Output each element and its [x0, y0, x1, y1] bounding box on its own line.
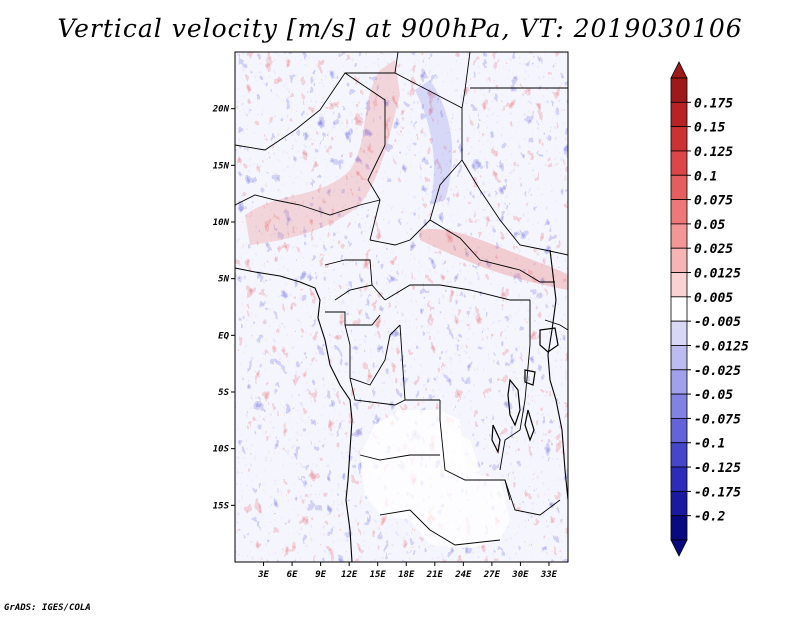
colorbar-swatch — [670, 320, 688, 346]
x-tick-label: 21E — [426, 570, 444, 580]
plot-frame — [234, 51, 569, 563]
y-tick-label: 10S — [213, 445, 230, 455]
colorbar-top-arrow — [670, 61, 688, 79]
colorbar-label: -0.175 — [694, 485, 741, 500]
colorbar-swatch — [670, 393, 688, 419]
x-tick-label: 33E — [540, 570, 558, 580]
colorbar-swatch — [670, 223, 688, 249]
x-axis: 3E 6E 9E 12E 15E 18E 21E 24E 27E 30E 33E — [257, 562, 558, 580]
x-tick-label: 9E — [315, 570, 326, 580]
colorbar-label: 0.15 — [694, 121, 725, 136]
x-tick-label: 6E — [287, 570, 298, 580]
colorbar-swatch — [670, 150, 688, 176]
colorbar-label: -0.005 — [694, 315, 741, 330]
colorbar-label: -0.1 — [694, 437, 725, 452]
y-tick-label: 20N — [212, 105, 230, 115]
y-axis: 20N 15N 10N 5N EQ 5S 10S 15S — [212, 105, 235, 511]
y-tick-label: 5N — [218, 275, 229, 285]
grads-credit: GrADS: IGES/COLA — [4, 603, 91, 613]
colorbar-label: -0.025 — [694, 364, 741, 379]
colorbar-swatch — [670, 466, 688, 492]
colorbar-bottom-arrow — [670, 539, 688, 557]
colorbar-label: -0.0125 — [694, 339, 749, 354]
lakes — [491, 327, 559, 454]
y-tick-label: 15N — [213, 161, 230, 171]
colorbar-label: -0.2 — [694, 510, 725, 525]
colorbar-label: 0.025 — [694, 242, 733, 257]
colorbar-swatch — [670, 369, 688, 395]
x-tick-label: 12E — [341, 570, 358, 580]
x-tick-label: 30E — [511, 570, 529, 580]
y-tick-label: 5S — [218, 388, 229, 398]
country-borders — [235, 52, 568, 546]
colorbar-label: 0.05 — [694, 218, 725, 233]
colorbar-swatch — [670, 418, 688, 444]
colorbar-swatch — [670, 272, 688, 298]
velocity-field — [235, 52, 568, 562]
x-tick-label: 3E — [257, 570, 269, 580]
chart-title: Vertical velocity [m/s] at 900hPa, VT: 2… — [57, 14, 743, 43]
colorbar-label: 0.075 — [694, 194, 733, 209]
y-tick-label: 10N — [213, 218, 230, 228]
colorbar-swatch — [670, 296, 688, 322]
x-tick-label: 24E — [454, 570, 472, 580]
colorbar-swatch — [670, 126, 688, 152]
colorbar-swatch — [670, 199, 688, 225]
colorbar-label: 0.0125 — [694, 267, 741, 282]
colorbar-swatch — [670, 442, 688, 468]
colorbar: 0.175 0.15 0.125 0.1 0.075 0.05 0.025 0.0125 0.0… — [670, 61, 749, 557]
y-tick-label: 15S — [213, 501, 230, 511]
colorbar-swatch — [670, 490, 688, 517]
colorbar-label: 0.005 — [694, 291, 733, 306]
colorbar-label: 0.175 — [694, 96, 733, 111]
colorbar-swatch — [670, 345, 688, 371]
colorbar-label: 0.1 — [694, 169, 717, 184]
colorbar-label: -0.125 — [694, 461, 741, 476]
colorbar-swatch — [670, 515, 688, 541]
y-tick-label: EQ — [218, 331, 229, 341]
colorbar-swatch — [670, 77, 688, 103]
colorbar-swatch — [670, 174, 688, 200]
x-tick-label: 27E — [483, 570, 501, 580]
x-tick-label: 18E — [398, 570, 415, 580]
colorbar-label: -0.075 — [694, 412, 741, 427]
coastline — [235, 249, 568, 562]
colorbar-label: 0.125 — [694, 145, 733, 160]
colorbar-swatch — [670, 247, 688, 273]
x-tick-label: 15E — [370, 570, 387, 580]
colorbar-swatch — [670, 101, 688, 128]
colorbar-label: -0.05 — [694, 388, 733, 403]
